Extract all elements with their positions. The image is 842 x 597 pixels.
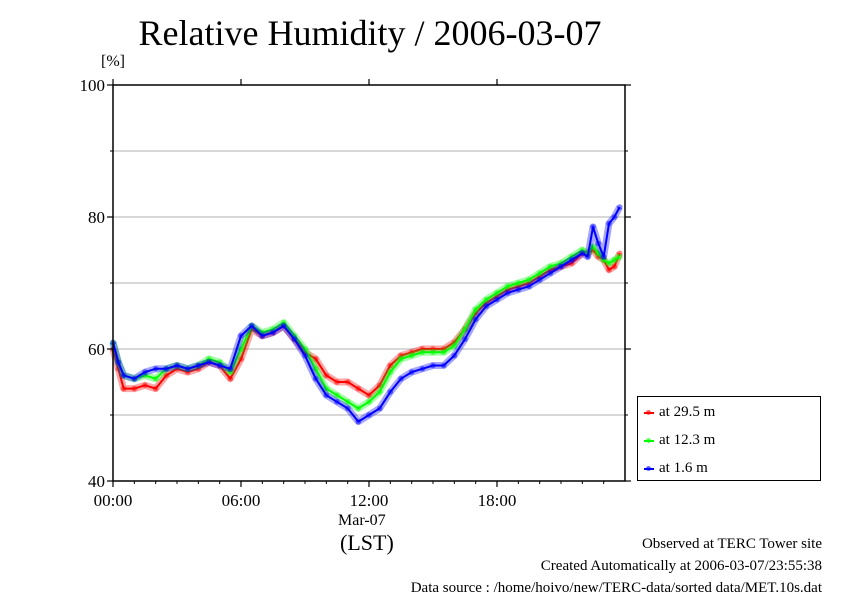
footer-source: Data source : /home/hoivo/new/TERC-data/… <box>410 580 822 596</box>
footer-created: Created Automatically at 2006-03-07/23:5… <box>540 558 822 574</box>
legend-item-12-3m: at 12.3 m <box>644 430 715 450</box>
footer-site: Observed at TERC Tower site <box>641 536 822 552</box>
x-tick-label: 00:00 <box>94 491 133 510</box>
legend-label: at 29.5 m <box>659 404 716 420</box>
legend-item-1-6m: at 1.6 m <box>644 458 708 478</box>
x-axis-label: (LST) <box>340 530 394 555</box>
legend-label: at 1.6 m <box>659 460 708 476</box>
series-line <box>112 206 621 423</box>
legend-label: at 12.3 m <box>659 432 716 448</box>
legend-item-29-5m: at 29.5 m <box>644 402 715 422</box>
y-tick-label: 60 <box>88 340 105 359</box>
series-band <box>109 205 623 426</box>
gridlines <box>113 150 625 416</box>
y-tick-label: 40 <box>88 472 105 491</box>
chart-title: Relative Humidity / 2006-03-07 <box>138 13 602 53</box>
y-tick-label: 80 <box>88 208 105 227</box>
legend-swatch-blue <box>644 465 654 471</box>
legend: at 29.5 m at 12.3 m at 1.6 m <box>637 396 821 481</box>
x-tick-label: 06:00 <box>222 491 261 510</box>
x-tick-label: 12:00 <box>350 491 389 510</box>
legend-swatch-green <box>644 437 654 443</box>
legend-swatch-red <box>644 409 654 415</box>
series-layer <box>109 204 623 426</box>
y-axis-unit: [%] <box>101 53 125 70</box>
axis-ticks: 40 60 80 100 00:00 06:00 12:00 18:00 <box>80 76 631 510</box>
y-tick-label: 100 <box>80 76 106 95</box>
x-axis-date-label: Mar-07 <box>338 512 386 529</box>
x-tick-label: 18:00 <box>478 491 517 510</box>
series-line <box>112 245 621 410</box>
